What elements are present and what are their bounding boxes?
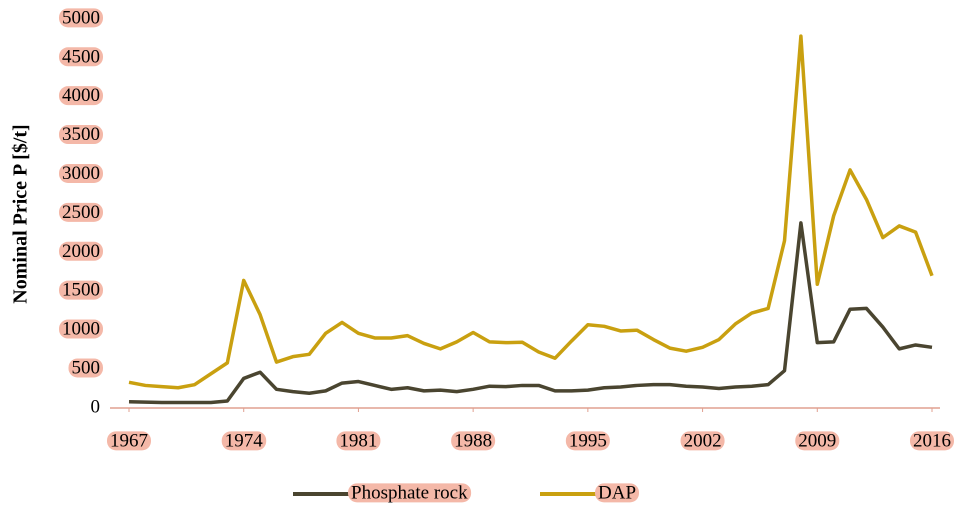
label-highlight [221,431,267,451]
y-tick-label: 0 [91,396,101,417]
y-tick-label: 3500 [62,124,100,145]
label-highlight [348,483,472,503]
series-line [128,221,933,405]
y-tick-label: 3000 [62,163,100,184]
y-tick-label: 2500 [62,202,100,223]
legend-label: Phosphate rock [351,482,468,503]
y-tick-label: 500 [72,357,101,378]
y-tick-label: 4000 [62,85,100,106]
label-highlight [795,431,840,451]
x-tick-label: 2002 [684,430,722,451]
x-tick-label: 1981 [339,430,377,451]
series-line [128,34,934,390]
y-tick-label: 1000 [62,319,100,340]
label-highlight [68,358,103,378]
label-highlight [451,431,496,451]
x-tick-label: 2009 [798,430,836,451]
label-highlight [59,125,103,145]
y-tick-label: 5000 [62,7,100,28]
legend-label: DAP [598,482,636,503]
x-tick-label: 1967 [110,430,148,451]
label-highlight [336,431,381,451]
label-highlight [59,8,103,28]
label-highlight [107,431,151,451]
label-highlight [59,241,103,261]
x-tick-label: 1988 [454,430,492,451]
y-tick-label: 1500 [62,280,100,301]
y-axis-label: Nominal Price P [$/t] [10,124,32,303]
y-tick-label: 4500 [62,46,100,67]
label-highlight [680,431,725,451]
x-tick-label: 2016 [913,430,951,451]
y-tick-label: 2000 [62,241,100,262]
label-highlight [59,202,103,222]
label-highlight [59,280,103,300]
x-tick-label: 1995 [569,430,607,451]
label-highlight [910,431,954,451]
label-highlight [59,319,103,339]
label-highlight [59,86,103,106]
x-tick-label: 1974 [225,430,264,451]
label-highlight [595,483,640,503]
label-highlight [59,163,103,183]
label-highlight [565,431,610,451]
label-highlight [59,47,103,67]
